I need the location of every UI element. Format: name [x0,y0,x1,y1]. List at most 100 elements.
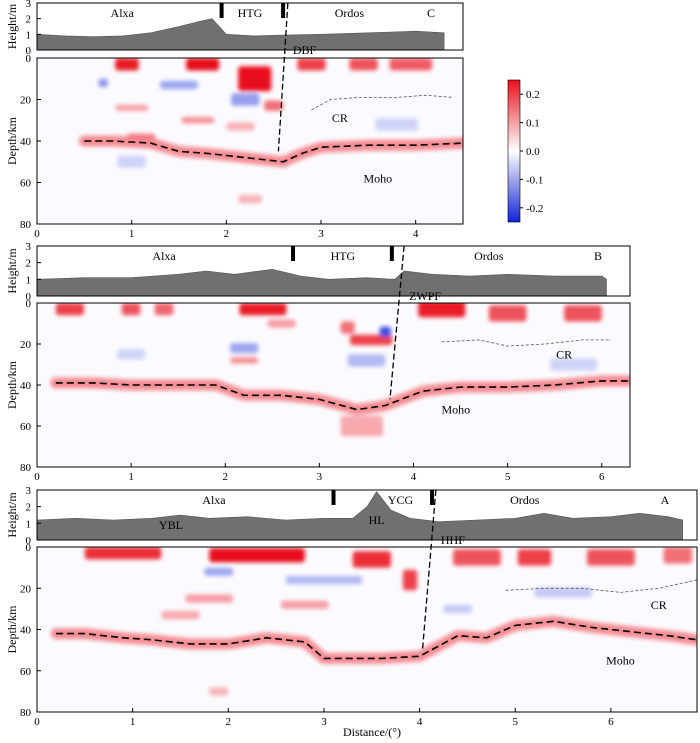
anomaly-15 [238,194,262,204]
anomaly-5 [349,58,378,71]
height-tick-label: 1 [26,274,32,286]
height-tick-label: 3 [26,0,32,10]
topography-profile [37,268,607,296]
depth-tick-label: 60 [20,421,32,433]
depth-tick-label: 20 [20,339,32,351]
colorbar-gradient [507,79,521,223]
height-axis-label: Height/m [5,3,19,49]
depth-tick-label: 20 [20,95,32,107]
depth-image [50,547,697,696]
profile-label-c: C [427,6,435,20]
anomaly-12 [181,117,215,124]
x-tick-label: 6 [599,471,605,483]
height-tick-label: 2 [26,502,32,514]
depth-tick-label: 40 [20,380,32,392]
anomaly-6 [418,303,466,318]
region-label-alxa: Alxa [202,493,226,507]
depth-tick-label: 80 [20,707,32,719]
panel-A: Alxa YCG Ordos YBL HL A 3 2 1 0 Height/m HHF CR Moho 0… [5,485,698,728]
anomaly-7 [488,305,527,322]
anomaly-14 [230,357,259,364]
depth-tick-label: 80 [20,219,32,231]
depth-tick-label: 80 [20,462,32,474]
region-label-alxa: Alxa [111,6,135,20]
anomaly-10 [264,100,284,111]
x-axis-label: Distance/(°) [343,725,401,739]
height-tick-label: 0 [26,45,32,57]
anomaly-4 [402,569,418,591]
height-axes-frame [36,2,464,51]
anomaly-2 [186,58,220,71]
anomaly-13 [161,610,200,620]
anomaly-11 [379,326,391,337]
moho-label: Moho [442,403,471,417]
anomaly-6 [517,549,552,566]
anomaly-5 [453,549,501,566]
height-axis-label: Height/m [5,492,19,538]
depth-axis-label: Depth/km [5,116,19,165]
x-tick-label: 0 [34,471,40,483]
anomaly-2 [209,548,305,563]
colorbar-tick-label: -0.2 [526,203,543,215]
depth-image [50,303,630,437]
region-label-ordos: Ordos [510,493,540,507]
anomaly-13 [230,343,259,354]
profile-label-a: A [661,493,670,507]
height-tick-label: 2 [26,14,32,26]
x-tick-label: 3 [321,716,327,728]
fault-line-dbf [277,2,289,152]
x-tick-label: 4 [411,471,417,483]
fault-label-dbf: DBF [293,43,317,57]
anomaly-7 [98,78,108,88]
block-boundary-marker-2 [389,246,394,261]
fault-label-zwpf: ZWPF [409,289,441,303]
anomaly-1 [84,547,162,560]
moho-line [84,140,463,163]
anomaly-13 [226,122,255,131]
anomaly-3 [352,551,391,568]
region-label-alxa: Alxa [152,249,176,263]
depth-tick-label: 40 [20,625,32,637]
depth-tick-label: 0 [26,542,32,554]
colorbar-tick-label: 0.0 [526,146,540,158]
x-tick-label: 2 [223,471,229,483]
x-tick-label: 4 [413,228,419,240]
cr-label: CR [556,347,572,361]
x-tick-label: 1 [128,471,134,483]
block-boundary-marker-2 [430,490,435,505]
anomaly-10 [204,567,234,576]
colorbar-tick-label: -0.1 [526,174,543,186]
region-label-ycg: YCG [388,493,414,507]
anomaly-15 [340,415,383,437]
height-axis-label: Height/m [5,248,19,294]
depth-image [78,58,463,204]
depth-axis-label: Depth/km [5,605,19,654]
x-tick-label: 3 [317,471,323,483]
panel-C: Alxa HTG Ordos C3210Height/mDBFCRMoho020406… [5,0,464,240]
region-label-htg: HTG [331,249,356,263]
depth-tick-label: 20 [20,583,32,595]
anomaly-3 [238,66,272,92]
x-tick-label: 6 [608,716,614,728]
height-tick-label: 0 [26,535,32,547]
anomaly-2 [121,303,141,316]
block-boundary-marker-2 [281,3,286,18]
anomaly-6 [389,58,433,71]
depth-tick-label: 0 [26,298,32,310]
x-tick-label: 2 [226,716,232,728]
height-tick-label: 2 [26,258,32,270]
anomaly-1 [115,58,139,71]
feature-label-hl: HL [369,513,385,527]
topography-profile [37,18,445,50]
anomaly-4 [239,303,287,316]
x-tick-label: 4 [417,716,423,728]
region-label-ordos: Ordos [335,6,365,20]
anomaly-16 [117,349,146,360]
moho-label: Moho [363,171,392,185]
x-tick-label: 5 [513,716,519,728]
anomaly-8 [663,547,693,564]
depth-tick-label: 40 [20,136,32,148]
profile-label-b: B [594,249,602,263]
depth-axis-label: Depth/km [5,360,19,409]
